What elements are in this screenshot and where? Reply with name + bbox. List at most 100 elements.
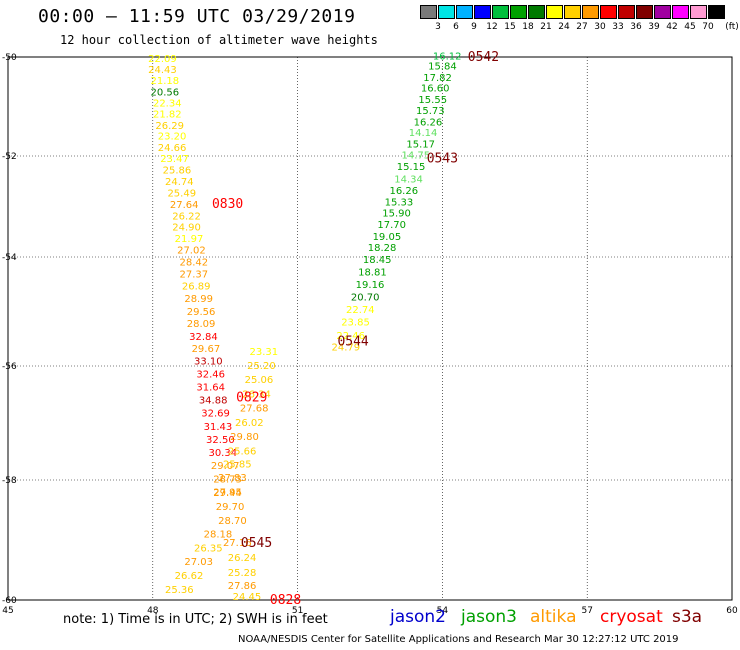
wave-height-label: 27.02 [177,245,206,256]
wave-height-label: 27.64 [170,200,199,211]
wave-height-label: 26.62 [175,571,204,582]
wave-height-label: 18.81 [358,268,387,279]
legend-swatch [564,5,581,19]
wave-height-label: 15.17 [406,140,435,151]
time-marker-label: 0830 [212,197,243,212]
wave-height-label: 21.97 [175,234,204,245]
wave-height-label: 27.86 [228,581,257,592]
wave-height-label: 28.18 [204,530,233,541]
wave-height-label: 25.66 [228,446,257,457]
wave-height-label: 29.44 [213,488,242,499]
wave-height-label: 20.56 [151,88,180,99]
wave-height-label: 33.10 [194,356,223,367]
wave-height-label: 29.80 [230,432,259,443]
legend-tick: 27 [576,22,588,32]
y-tick-label: -56 [2,362,17,372]
wave-height-label: 21.82 [153,109,182,120]
wave-height-label: 27.37 [180,270,209,281]
wave-height-label: 26.34 [242,389,271,400]
wave-height-label: 27.03 [184,557,213,568]
y-tick-label: -60 [2,596,17,606]
wave-height-label: 16.12 [433,51,462,62]
legend-tick: 6 [453,22,459,32]
wave-height-label: 23.31 [249,347,278,358]
satellite-label-s3a: s3a [672,607,703,627]
y-tick-label: -58 [2,476,17,486]
legend-tick: 36 [630,22,642,32]
legend-swatch [438,5,455,19]
time-marker-label: 0543 [427,152,458,167]
legend-swatch [672,5,689,19]
wave-height-label: 20.70 [351,293,380,304]
wave-height-label: 26.02 [235,418,264,429]
legend-swatch [510,5,527,19]
wave-height-label: 24.66 [158,143,187,154]
wave-height-label: 16.26 [414,117,443,128]
wave-height-label: 18.45 [363,255,392,266]
wave-height-label: 31.43 [204,422,233,433]
wave-height-label: 25.28 [228,568,257,579]
wave-height-label: 24.43 [148,65,177,76]
wave-height-label: 19.16 [356,280,385,291]
wave-height-label: 18.28 [368,243,397,254]
wave-height-label: 14.75 [402,151,431,162]
time-marker-label: 0545 [241,536,272,551]
wave-height-label: 22.09 [148,54,177,65]
wave-height-label: 25.86 [163,166,192,177]
legend-tick: 42 [666,22,678,32]
legend-swatch [456,5,473,19]
wave-height-label: 27.16 [223,538,252,549]
wave-height-label: 24.90 [172,223,201,234]
wave-height-label: 26.24 [228,553,257,564]
wave-height-label: 23.85 [341,318,370,329]
legend-swatch [528,5,545,19]
y-tick-label: -54 [2,253,17,263]
wave-height-label: 22.46 [336,331,365,342]
time-marker-label: 0828 [270,593,301,608]
wave-height-label: 25.20 [247,361,276,372]
wave-height-label: 32.50 [206,435,235,446]
wave-height-label: 17.82 [423,73,452,84]
page-subtitle: 12 hour collection of altimeter wave hei… [60,33,378,47]
legend-swatch [636,5,653,19]
wave-height-label: 14.14 [409,128,438,139]
wave-height-label: 27.95 [213,488,242,499]
wave-height-label: 28.73 [213,474,242,485]
wave-height-label: 22.74 [346,305,375,316]
legend-swatch [420,5,437,19]
time-marker-label: 0544 [337,334,368,349]
credit-line: NOAA/NESDIS Center for Satellite Applica… [238,634,679,645]
time-marker-label: 0542 [468,50,499,65]
note-text: note: 1) Time is in UTC; 2) SWH is in fe… [63,612,328,627]
wave-height-label: 17.70 [377,220,406,231]
wave-height-label: 24.79 [332,343,361,354]
wave-height-label: 26.29 [155,121,184,132]
legend-tick: 24 [558,22,570,32]
satellite-label-cryosat: cryosat [600,607,663,627]
wave-height-label: 29.67 [192,344,221,355]
wave-height-label: 29.07 [211,461,240,472]
wave-height-label: 15.90 [382,209,411,220]
wave-height-label: 21.18 [151,76,180,87]
wave-height-label: 32.69 [201,409,230,420]
wave-height-label: 25.36 [165,585,194,596]
wave-height-label: 16.60 [421,84,450,95]
y-tick-label: -52 [2,152,17,162]
wave-height-label: 15.73 [416,106,445,117]
x-tick-label: 57 [581,606,592,616]
wave-height-label: 23.47 [160,154,189,165]
satellite-label-jason2: jason2 [390,607,446,627]
page-title: 00:00 – 11:59 UTC 03/29/2019 [38,6,356,27]
legend-swatch [654,5,671,19]
wave-height-label: 15.55 [418,95,447,106]
x-tick-label: 51 [292,606,303,616]
wave-height-label: 26.89 [182,282,211,293]
wave-height-label: 29.56 [187,307,216,318]
legend-swatch [690,5,707,19]
x-tick-label: 45 [2,606,13,616]
wave-height-label: 25.49 [167,188,196,199]
x-tick-label: 54 [437,606,449,616]
wave-height-label: 14.34 [394,174,423,185]
legend-tick: 70 [702,22,714,32]
